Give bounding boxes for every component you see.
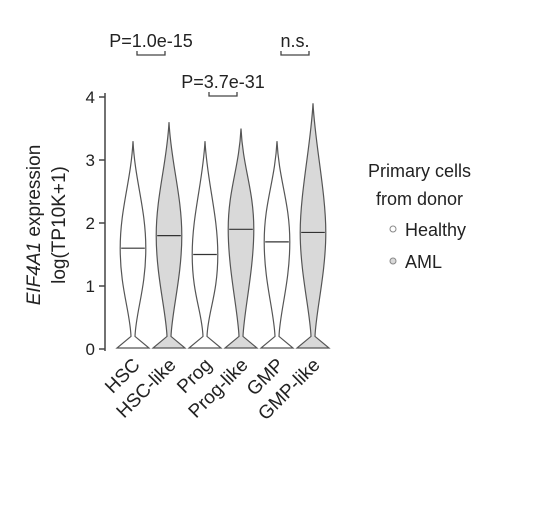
y-axis-label-rest: expression [24,145,45,242]
significance-bracket [281,51,309,55]
significance-bracket [209,92,237,96]
legend: Primary cells from donor Healthy AML [368,161,471,272]
legend-title-line1: Primary cells [368,161,471,181]
y-tick-label: 1 [86,277,95,296]
y-tick-label: 3 [86,151,95,170]
legend-marker-healthy [390,226,396,232]
significance-label: n.s. [280,31,309,51]
y-axis-label: EIF4A1 expression [24,145,45,306]
legend-marker-aml [390,258,396,264]
violin-hsc [117,141,149,348]
violin-prog-like [225,129,257,349]
y-tick-label: 4 [86,88,95,107]
significance-label: P=1.0e-15 [109,31,193,51]
violin-prog [189,141,221,348]
y-tick-label: 0 [86,340,95,359]
y-axis-gene: EIF4A1 [24,242,45,305]
legend-title-line2: from donor [376,189,463,209]
violin-gmp [261,141,293,348]
significance-label: P=3.7e-31 [181,72,265,92]
y-axis-unit: log(TP10K+1) [49,166,70,284]
significance-bracket [137,51,165,55]
violin-gmp-like [297,103,329,348]
legend-label-healthy: Healthy [405,220,466,240]
y-tick-label: 2 [86,214,95,233]
legend-label-aml: AML [405,252,442,272]
